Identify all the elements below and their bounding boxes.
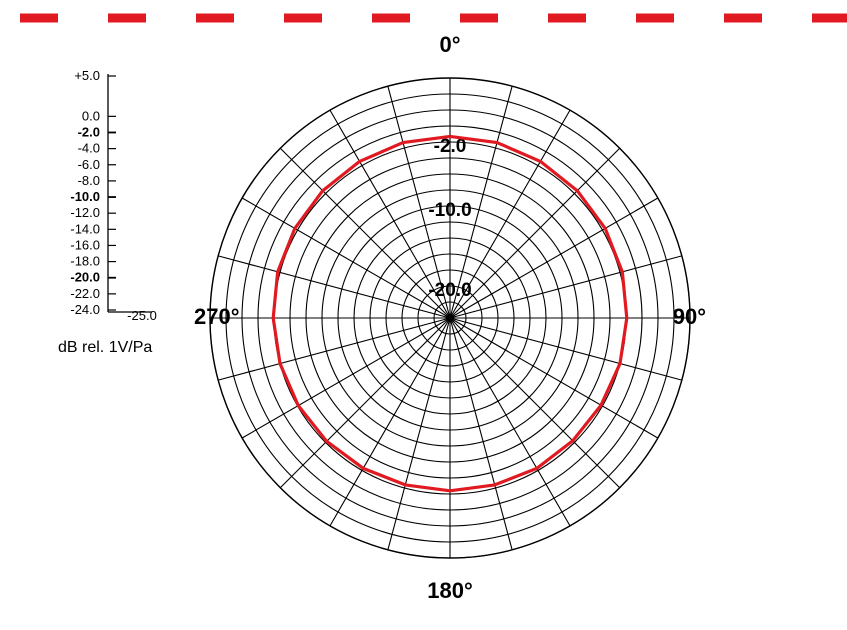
db-scale-tick-label: -16.0: [70, 237, 100, 252]
angle-label: 90°: [673, 304, 706, 329]
polar-plot: -2.0-10.0-20.00°90°180°270°: [194, 32, 706, 603]
polar-spoke: [450, 318, 570, 526]
db-scale-tick-label: -14.0: [70, 221, 100, 236]
db-scale-tick-label: -20.0: [70, 270, 100, 285]
db-scale-tick-label: +5.0: [74, 68, 100, 83]
ring-label: -10.0: [428, 200, 471, 221]
polar-spoke: [450, 198, 658, 318]
polar-spoke: [242, 318, 450, 438]
polar-chart: -2.0-10.0-20.00°90°180°270°+5.00.0-2.0-4…: [0, 0, 847, 630]
polar-spoke: [280, 318, 450, 488]
polar-spoke: [450, 318, 512, 550]
polar-spoke: [450, 318, 620, 488]
polar-spoke: [242, 198, 450, 318]
polar-spoke: [450, 318, 658, 438]
polar-spoke: [280, 148, 450, 318]
angle-label: 0°: [439, 32, 460, 57]
polar-spoke: [450, 256, 682, 318]
polar-spoke: [450, 148, 620, 318]
db-scale-tick-label: -8.0: [78, 173, 100, 188]
db-scale-tick-label: 0.0: [82, 108, 100, 123]
db-scale-unit-label: dB rel. 1V/Pa: [58, 339, 152, 356]
db-scale-tick-label: -2.0: [78, 124, 100, 139]
db-scale-tick-label: -24.0: [70, 302, 100, 317]
polar-spoke: [388, 318, 450, 550]
db-scale-tick-label: -10.0: [70, 189, 100, 204]
polar-spoke: [330, 318, 450, 526]
angle-label: 180°: [427, 578, 473, 603]
db-scale-tick-label: -4.0: [78, 141, 100, 156]
polar-spoke: [218, 318, 450, 380]
ring-label: -20.0: [428, 280, 471, 301]
db-scale-tick-label: -12.0: [70, 205, 100, 220]
polar-spoke: [218, 256, 450, 318]
db-scale-tick-label: -18.0: [70, 254, 100, 269]
top-dashed-band: [20, 14, 847, 23]
db-scale-tick-label: -22.0: [70, 286, 100, 301]
polar-spoke: [450, 318, 682, 380]
angle-label: 270°: [194, 304, 240, 329]
db-scale-legend: +5.00.0-2.0-4.0-6.0-8.0-10.0-12.0-14.0-1…: [58, 68, 157, 356]
db-scale-tick-label: -6.0: [78, 157, 100, 172]
db-scale-foot-label: -25.0: [127, 308, 157, 323]
